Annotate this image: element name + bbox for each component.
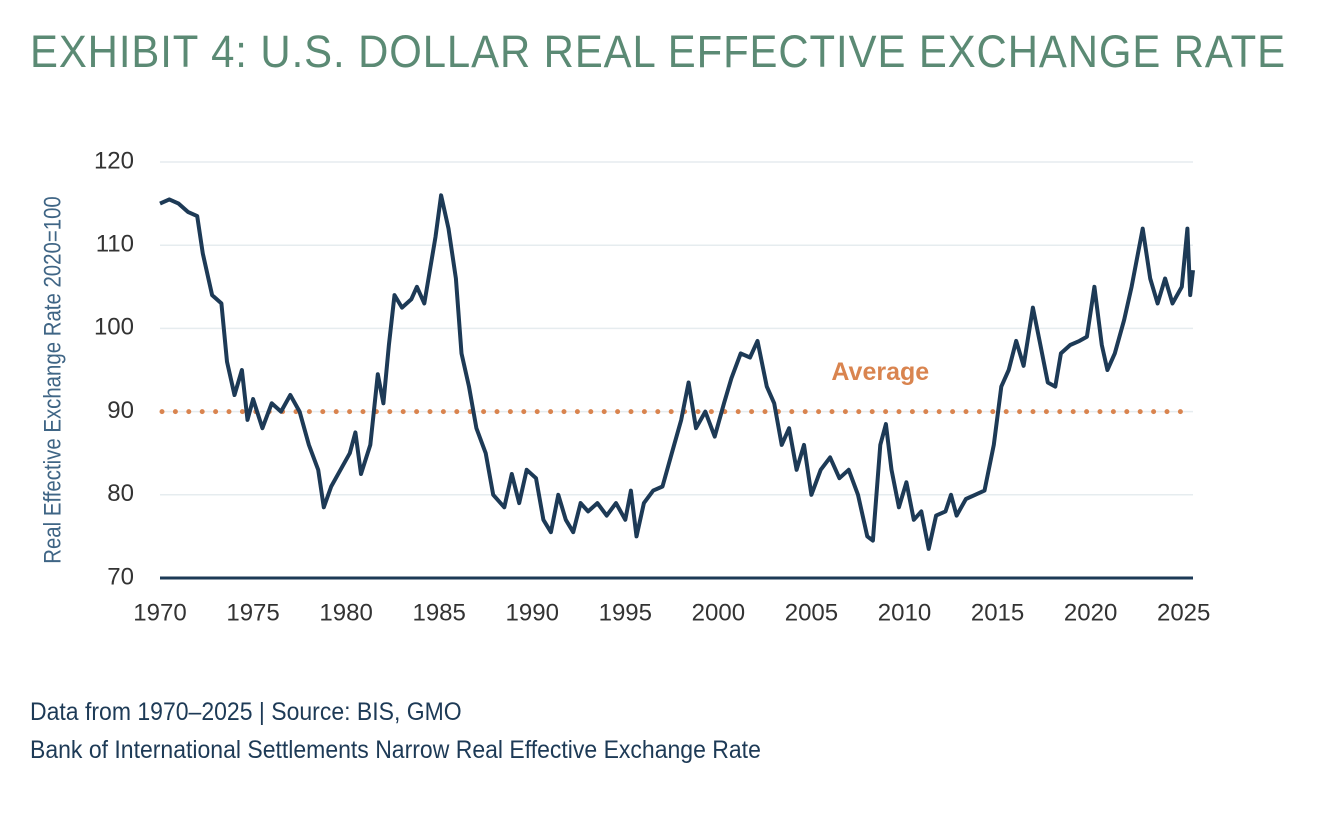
x-tick-label: 2005 bbox=[785, 599, 838, 626]
average-label: Average bbox=[831, 358, 929, 386]
footnote: Bank of International Settlements Narrow… bbox=[30, 736, 761, 764]
y-axis-label: Real Effective Exchange Rate 2020=100 bbox=[39, 196, 66, 564]
chart: Real Effective Exchange Rate 2020=100 70 8… bbox=[39, 147, 1211, 626]
y-tick-label: 100 bbox=[94, 314, 134, 341]
y-tick-label: 110 bbox=[96, 231, 134, 258]
x-tick-label: 2010 bbox=[878, 599, 931, 626]
series-line bbox=[159, 193, 1195, 551]
footnote: Data from 1970–2025 | Source: BIS, GMO bbox=[30, 698, 462, 726]
x-tick-label: 1995 bbox=[599, 599, 652, 626]
x-tick-label: 1985 bbox=[412, 599, 465, 626]
x-tick-label: 1970 bbox=[133, 599, 186, 626]
x-tick-label: 2000 bbox=[692, 599, 745, 626]
x-tick-label: 1975 bbox=[226, 599, 279, 626]
x-tick-label: 1980 bbox=[319, 599, 372, 626]
x-tick-label: 2015 bbox=[971, 599, 1024, 626]
x-tick-label: 2020 bbox=[1064, 599, 1117, 626]
y-tick-label: 90 bbox=[107, 397, 134, 424]
chart-title: EXHIBIT 4: U.S. DOLLAR REAL EFFECTIVE EX… bbox=[30, 26, 1286, 77]
y-tick-label: 80 bbox=[107, 480, 134, 507]
y-tick-label: 120 bbox=[94, 147, 134, 174]
x-tick-label: 2025 bbox=[1157, 599, 1210, 626]
y-tick-label: 70 bbox=[107, 563, 134, 590]
x-tick-label: 1990 bbox=[506, 599, 559, 626]
